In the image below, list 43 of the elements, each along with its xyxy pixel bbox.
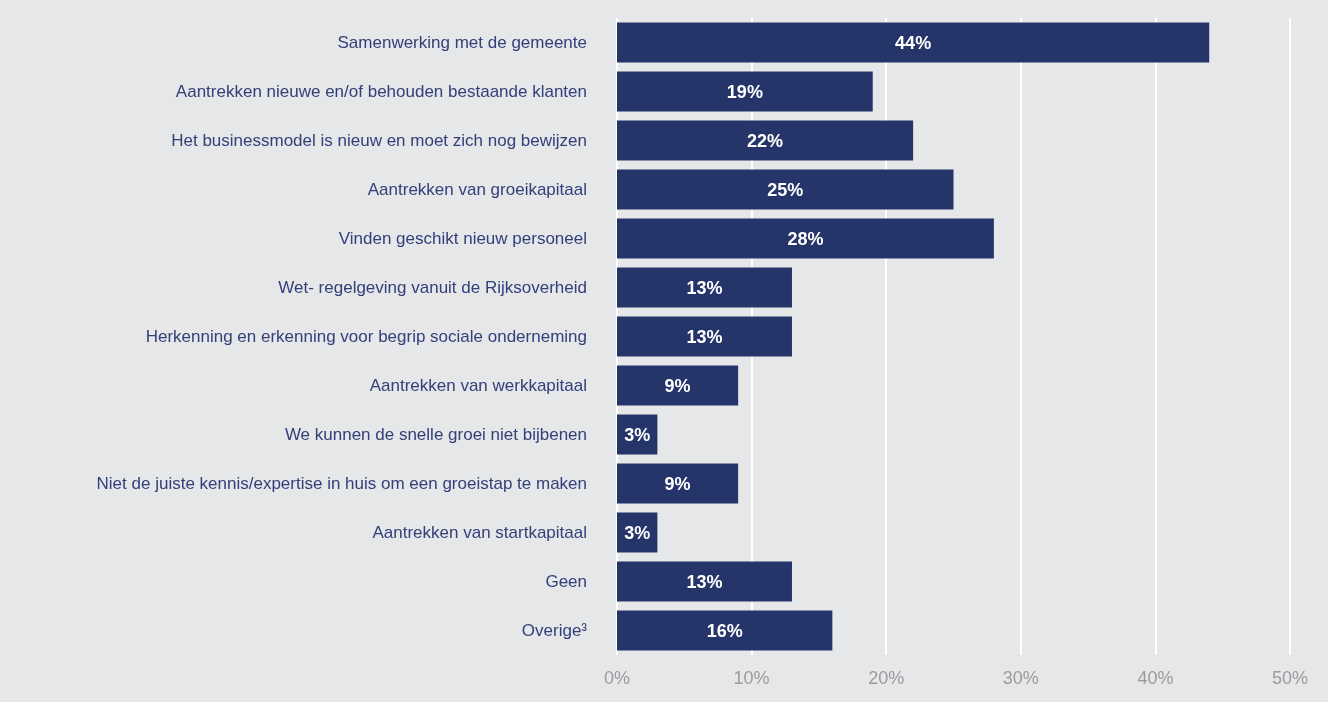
y-tick-label: Aantrekken van groeikapitaal [367, 180, 587, 199]
x-tick-label: 10% [733, 668, 770, 688]
data-label: 16% [706, 620, 743, 641]
data-label: 22% [747, 130, 784, 151]
y-tick-label: Aantrekken van werkkapitaal [369, 376, 587, 395]
bar [617, 316, 792, 357]
y-tick-label: Overige³ [521, 621, 588, 640]
data-label: 25% [767, 179, 804, 200]
bar [617, 463, 739, 504]
data-label: 13% [686, 571, 723, 592]
data-label: 28% [787, 228, 824, 249]
bar [617, 365, 739, 406]
x-tick-label: 40% [1137, 668, 1174, 688]
data-label: 3% [624, 522, 651, 543]
y-tick-label: Niet de juiste kennis/expertise in huis om een groeistap te maken [96, 474, 587, 493]
data-label: 9% [664, 473, 691, 494]
y-tick-label: Vinden geschikt nieuw personeel [338, 229, 587, 248]
bar [617, 169, 954, 210]
y-tick-label: Geen [545, 572, 587, 591]
y-tick-label: Het businessmodel is nieuw en moet zich nog bewijzen [171, 131, 587, 150]
bar [617, 561, 792, 602]
x-tick-label: 20% [868, 668, 905, 688]
y-tick-label: Aantrekken nieuwe en/of behouden bestaande klanten [175, 82, 587, 101]
x-tick-label: 30% [1002, 668, 1039, 688]
bar [617, 218, 994, 259]
bar [617, 71, 873, 112]
y-tick-label: Samenwerking met de gemeente [337, 33, 587, 52]
x-tick-label: 0% [603, 668, 631, 688]
data-label: 9% [664, 375, 691, 396]
bar [617, 267, 792, 308]
data-label: 3% [624, 424, 651, 445]
y-tick-label: Herkenning en erkenning voor begrip sociale onderneming [145, 327, 587, 346]
y-tick-label: Aantrekken van startkapitaal [372, 523, 587, 542]
bar [617, 22, 1210, 63]
bar [617, 120, 914, 161]
data-label: 13% [686, 326, 723, 347]
x-tick-label: 50% [1271, 668, 1309, 688]
data-label: 19% [726, 81, 763, 102]
data-label: 13% [686, 277, 723, 298]
y-tick-label: Wet- regelgeving vanuit de Rijksoverheid [278, 278, 587, 297]
y-tick-label: We kunnen de snelle groei niet bijbenen [284, 425, 587, 444]
data-label: 44% [895, 32, 932, 53]
bar [617, 610, 833, 651]
